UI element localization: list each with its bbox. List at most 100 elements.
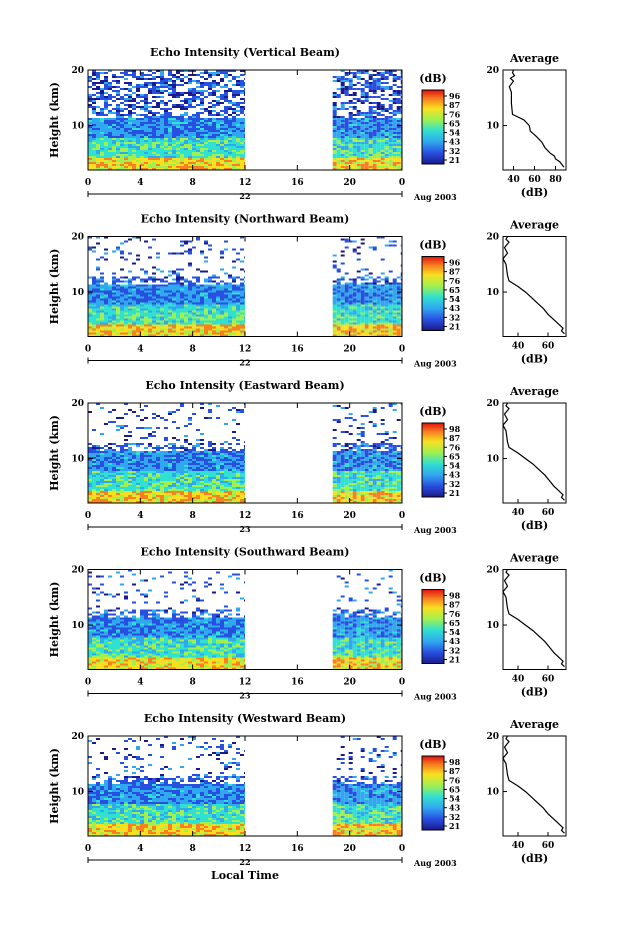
x-tick-label: 8 <box>190 178 196 188</box>
colorbar-tick-label: 32 <box>449 146 460 156</box>
colorbar-label: (dB) <box>419 405 446 418</box>
y-axis-label: Height (km) <box>48 582 61 658</box>
colorbar-tick-label: 43 <box>449 636 461 646</box>
y-tick-label: 20 <box>71 399 84 409</box>
colorbar-tick-label: 54 <box>449 794 461 804</box>
colorbar-tick-label: 54 <box>449 128 461 138</box>
date-label: Aug 2003 <box>413 192 457 202</box>
x-tick-label: 16 <box>291 678 304 688</box>
colorbar-tick-label: 21 <box>449 322 460 332</box>
y-axis-label: Height (km) <box>48 748 61 824</box>
colorbar <box>421 256 445 331</box>
average-title: Average <box>509 385 559 398</box>
x-tick-label: 0 <box>85 511 91 521</box>
y-tick-label: 20 <box>71 566 84 576</box>
chart-panel-1: Echo Intensity (Vertical Beam) 20 10 Height… <box>48 46 567 202</box>
colorbar-tick-label: 98 <box>449 424 461 434</box>
y-tick-label: 20 <box>71 233 84 243</box>
colorbar-tick-label: 32 <box>449 479 460 489</box>
average-frame <box>502 569 567 670</box>
average-y-tick-label: 20 <box>486 732 499 742</box>
colorbar-tick-label: 98 <box>449 591 461 601</box>
date-label: Aug 2003 <box>413 692 457 702</box>
colorbar-label: (dB) <box>419 72 446 85</box>
colorbar-tick-label: 43 <box>449 470 461 480</box>
colorbar-tick-label: 54 <box>449 461 461 471</box>
x-tick-label: 16 <box>291 178 304 188</box>
day-label: 22 <box>239 857 250 867</box>
colorbar-tick-label: 76 <box>449 775 461 785</box>
colorbar-tick-label: 65 <box>449 118 460 128</box>
average-title: Average <box>509 219 559 232</box>
average-x-tick-label: 60 <box>542 675 555 685</box>
colorbar-tick-label: 87 <box>449 100 460 110</box>
average-frame <box>502 402 567 504</box>
x-tick-label: 20 <box>343 678 356 688</box>
colorbar-tick-label: 65 <box>449 784 460 794</box>
colorbar-tick-label: 54 <box>449 294 461 304</box>
average-x-tick-label: 40 <box>512 841 525 851</box>
colorbar-tick-label: 76 <box>449 609 461 619</box>
chart-title: Echo Intensity (Vertical Beam) <box>150 46 340 59</box>
heatmap-cells <box>88 70 402 170</box>
colorbar-tick-label: 43 <box>449 137 461 147</box>
x-tick-label: 16 <box>291 511 304 521</box>
average-profile-line <box>502 735 565 834</box>
x-tick-label: 8 <box>190 511 196 521</box>
panels: Echo Intensity (Vertical Beam) 20 10 Height… <box>48 46 567 868</box>
date-label: Aug 2003 <box>413 525 457 535</box>
average-y-tick-label: 20 <box>486 566 499 576</box>
x-tick-label: 4 <box>137 844 143 854</box>
average-frame <box>502 735 567 837</box>
x-tick-label: 0 <box>85 178 91 188</box>
x-tick-label: 20 <box>343 178 356 188</box>
colorbar <box>421 589 445 664</box>
x-tick-label: 0 <box>399 511 405 521</box>
average-x-tick-label: 60 <box>542 508 555 518</box>
colorbar-tick-label: 32 <box>449 645 460 655</box>
y-tick-label: 10 <box>71 455 84 465</box>
x-tick-label: 0 <box>85 345 91 355</box>
colorbar-tick-label: 32 <box>449 312 460 322</box>
colorbar-tick-label: 96 <box>449 91 461 101</box>
chart-title: Echo Intensity (Southward Beam) <box>141 546 350 559</box>
chart-title: Echo Intensity (Northward Beam) <box>141 213 350 226</box>
average-y-tick-label: 20 <box>486 399 499 409</box>
colorbar-tick-label: 76 <box>449 442 461 452</box>
colorbar-tick-label: 65 <box>449 451 460 461</box>
chart-panel-5: Echo Intensity (Westward Beam) 20 10 Height… <box>48 712 567 868</box>
y-tick-label: 10 <box>71 122 84 132</box>
x-tick-label: 12 <box>239 345 252 355</box>
x-tick-label: 20 <box>343 844 356 854</box>
colorbar-tick-label: 87 <box>449 267 460 277</box>
average-x-tick-label: 40 <box>512 675 525 685</box>
x-axis-label: Local Time <box>211 869 279 882</box>
chart-panel-3: Echo Intensity (Eastward Beam) 20 10 Height… <box>48 379 567 535</box>
colorbar-tick-label: 87 <box>449 433 460 443</box>
colorbar-tick-label: 98 <box>449 757 461 767</box>
x-tick-label: 0 <box>399 678 405 688</box>
y-tick-label: 20 <box>71 732 84 742</box>
average-title: Average <box>509 552 559 565</box>
colorbar-tick-label: 76 <box>449 109 461 119</box>
chart-panel-2: Echo Intensity (Northward Beam) 20 10 Heigh… <box>48 213 567 369</box>
colorbar <box>421 422 445 498</box>
chart-panel-4: Echo Intensity (Southward Beam) 20 10 Heigh… <box>48 546 567 702</box>
colorbar-tick-label: 54 <box>449 627 461 637</box>
y-tick-label: 10 <box>71 621 84 631</box>
y-axis-label: Height (km) <box>48 415 61 491</box>
average-title: Average <box>509 718 559 731</box>
x-tick-label: 0 <box>399 178 405 188</box>
day-label: 22 <box>239 191 250 201</box>
average-profile-line <box>508 69 565 168</box>
y-axis-label: Height (km) <box>48 82 61 158</box>
colorbar-tick-label: 87 <box>449 766 460 776</box>
average-x-label: (dB) <box>521 353 548 366</box>
colorbar-tick-label: 43 <box>449 303 461 313</box>
average-profile-line <box>502 402 565 501</box>
y-tick-label: 20 <box>71 66 84 76</box>
x-tick-label: 20 <box>343 511 356 521</box>
average-frame <box>502 69 567 171</box>
day-label: 22 <box>239 358 250 368</box>
